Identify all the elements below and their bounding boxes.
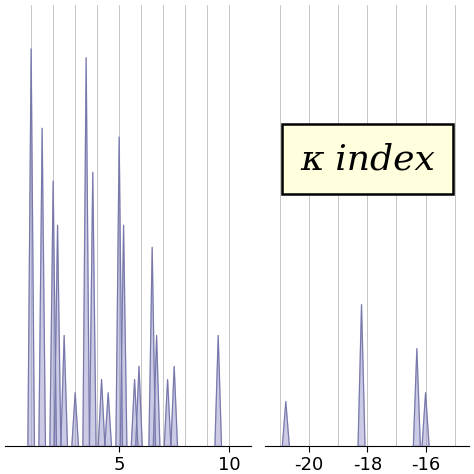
Polygon shape xyxy=(50,181,56,446)
Polygon shape xyxy=(283,401,289,446)
Polygon shape xyxy=(136,366,142,446)
Polygon shape xyxy=(171,366,177,446)
Polygon shape xyxy=(72,392,79,446)
Polygon shape xyxy=(153,336,160,446)
Polygon shape xyxy=(131,379,138,446)
Polygon shape xyxy=(28,49,35,446)
Polygon shape xyxy=(164,379,171,446)
Polygon shape xyxy=(83,58,90,446)
Polygon shape xyxy=(90,172,96,446)
Text: κ index: κ index xyxy=(300,142,435,176)
Polygon shape xyxy=(358,304,365,446)
Polygon shape xyxy=(61,336,67,446)
Polygon shape xyxy=(54,225,61,446)
Polygon shape xyxy=(422,392,429,446)
Polygon shape xyxy=(413,348,420,446)
Polygon shape xyxy=(39,128,46,446)
Polygon shape xyxy=(116,137,122,446)
Polygon shape xyxy=(215,336,221,446)
Polygon shape xyxy=(98,379,105,446)
Polygon shape xyxy=(149,247,155,446)
Polygon shape xyxy=(105,392,111,446)
Polygon shape xyxy=(120,225,127,446)
